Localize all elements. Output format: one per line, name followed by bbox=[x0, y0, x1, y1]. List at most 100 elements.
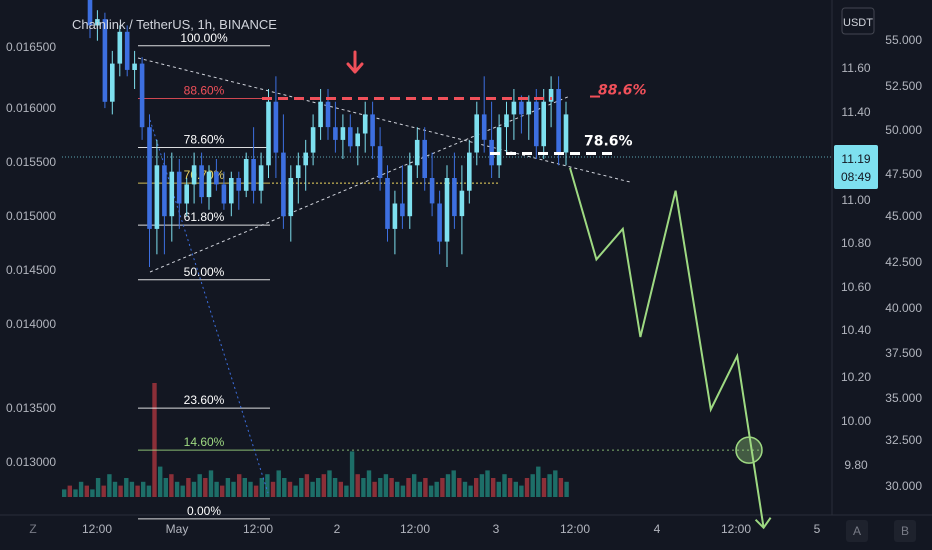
volume-bar bbox=[304, 474, 310, 497]
volume-bar bbox=[513, 481, 518, 497]
volume-bar bbox=[519, 485, 524, 497]
right-axis-tick-label: 35.000 bbox=[885, 391, 922, 405]
auto-scale-icon[interactable]: A bbox=[846, 520, 868, 542]
volume-bar bbox=[90, 489, 95, 497]
bar-countdown: 08:49 bbox=[841, 170, 871, 184]
left-axis-panel bbox=[0, 0, 62, 515]
candle-body bbox=[221, 184, 227, 204]
projection-arrowhead bbox=[754, 517, 772, 530]
volume-bar bbox=[423, 478, 428, 497]
target-circle[interactable] bbox=[735, 436, 763, 464]
fib-level-label: 50.00% bbox=[184, 265, 225, 279]
volume-bar bbox=[491, 478, 496, 497]
volume-bar bbox=[174, 481, 180, 497]
zoom-icon[interactable]: Z bbox=[29, 522, 36, 536]
volume-bar bbox=[73, 489, 78, 497]
candle-body bbox=[139, 63, 145, 128]
lower-trend-line[interactable] bbox=[149, 95, 571, 273]
volume-bar bbox=[457, 478, 462, 497]
zoom-icon-glyph: Z bbox=[29, 522, 36, 536]
fib-level-label: 100.00% bbox=[180, 31, 228, 45]
candle-body bbox=[534, 101, 539, 147]
candle-body bbox=[229, 178, 234, 204]
candle-body bbox=[496, 127, 502, 166]
volume-bar bbox=[265, 474, 270, 497]
volume-bar bbox=[485, 470, 490, 497]
volume-bar bbox=[417, 481, 422, 497]
volume-bar bbox=[349, 451, 355, 497]
volume-bar bbox=[282, 478, 287, 497]
fib-level-label: 23.60% bbox=[184, 393, 225, 407]
candle-body bbox=[102, 19, 108, 102]
candle-body bbox=[124, 31, 130, 70]
volume-bar bbox=[135, 485, 140, 497]
projection-polyline[interactable] bbox=[569, 167, 765, 528]
candle-body bbox=[370, 114, 375, 147]
volume-bar bbox=[496, 481, 501, 497]
price-axis-tick-label: 10.60 bbox=[841, 280, 871, 294]
upper-trend-line[interactable] bbox=[137, 57, 631, 183]
volume-bar bbox=[366, 470, 372, 497]
time-axis-tick-label: 12:00 bbox=[400, 522, 430, 536]
candle-body bbox=[541, 101, 546, 147]
volume-bar bbox=[451, 470, 456, 497]
volume-bar bbox=[107, 474, 112, 497]
bar-scale-icon-glyph: B bbox=[901, 524, 909, 538]
volume-bar bbox=[536, 466, 541, 497]
auto-scale-icon-glyph: A bbox=[853, 524, 861, 538]
volume-bar bbox=[299, 478, 304, 497]
volume-bar bbox=[141, 481, 146, 497]
volume-bar bbox=[112, 481, 118, 497]
trend-lines[interactable] bbox=[62, 57, 832, 273]
price-axis-tick-label: 10.80 bbox=[841, 236, 871, 250]
right-axis-tick-label: 52.500 bbox=[885, 79, 922, 93]
fibonacci-retracement[interactable]: 100.00%88.60%78.60%70.70%61.80%50.00%23.… bbox=[138, 31, 760, 520]
candle-body bbox=[422, 139, 427, 178]
time-axis-tick-label: 2 bbox=[334, 522, 341, 536]
candle-body bbox=[414, 139, 420, 166]
projection-path[interactable] bbox=[569, 167, 772, 530]
currency-button[interactable]: USDT bbox=[841, 7, 875, 35]
volume-bars bbox=[62, 383, 569, 497]
time-axis-tick-label: 5 bbox=[814, 522, 821, 536]
auto-scale-icon-bg bbox=[846, 520, 868, 542]
time-axis-tick-label: 12:00 bbox=[82, 522, 112, 536]
bar-scale-icon-bg bbox=[894, 520, 916, 542]
candle-body bbox=[132, 63, 137, 70]
volume-bar bbox=[332, 478, 338, 497]
left-axis-tick-label: 0.014500 bbox=[6, 263, 56, 277]
volume-bar bbox=[321, 474, 326, 497]
right-axis-tick-label: 32.500 bbox=[885, 433, 922, 447]
volume-bar bbox=[146, 485, 152, 497]
volume-bar bbox=[434, 481, 439, 497]
volume-bar bbox=[118, 485, 123, 497]
price-axis-tick-label: 9.80 bbox=[844, 458, 868, 472]
candle-body bbox=[377, 146, 383, 178]
volume-bar bbox=[180, 485, 185, 497]
candle-body bbox=[310, 127, 316, 153]
fib-level-label: 61.80% bbox=[184, 210, 225, 224]
right-axis-tick-label: 30.000 bbox=[885, 479, 922, 493]
candle-body bbox=[563, 114, 569, 153]
volume-bar bbox=[474, 478, 479, 497]
volume-bar bbox=[355, 474, 360, 497]
candle-body bbox=[400, 203, 405, 217]
volume-bar bbox=[129, 481, 135, 497]
volume-bar bbox=[338, 481, 343, 497]
time-axis-tick-label: 3 bbox=[493, 522, 500, 536]
right-axis-tick-label: 37.500 bbox=[885, 346, 922, 360]
annotations[interactable]: 88.6% 78.6% bbox=[262, 50, 647, 156]
candle-body bbox=[288, 178, 294, 217]
support-label: 78.6% bbox=[584, 134, 633, 150]
volume-bar bbox=[220, 485, 225, 497]
volume-bar bbox=[287, 481, 293, 497]
candle-body bbox=[444, 178, 450, 242]
candle-body bbox=[87, 0, 93, 26]
candle-body bbox=[162, 165, 167, 217]
candle-body bbox=[176, 171, 182, 204]
candle-body bbox=[95, 19, 100, 26]
bar-scale-icon[interactable]: B bbox=[894, 520, 916, 542]
left-axis-tick-label: 0.015000 bbox=[6, 209, 56, 223]
candle-body bbox=[407, 165, 413, 217]
